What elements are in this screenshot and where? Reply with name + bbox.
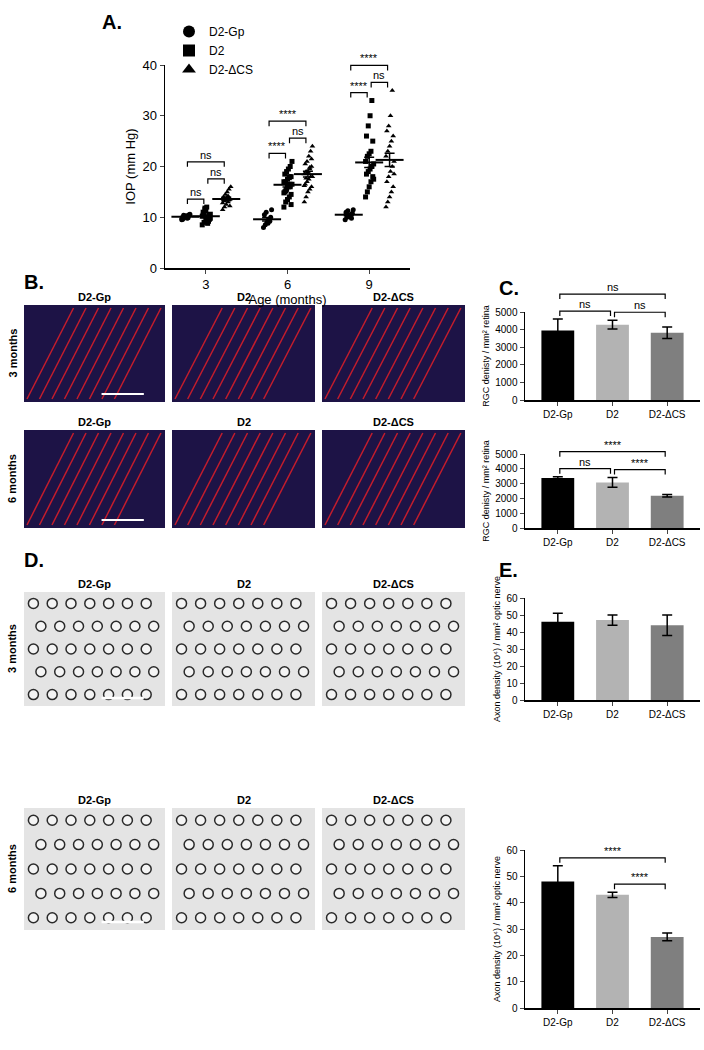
svg-text:4000: 4000 xyxy=(495,324,518,335)
svg-text:D2-Gp: D2-Gp xyxy=(543,409,573,420)
svg-text:D2: D2 xyxy=(209,44,225,58)
svg-text:30: 30 xyxy=(506,924,518,935)
svg-text:D2-ΔCS: D2-ΔCS xyxy=(649,1017,686,1028)
svg-text:ns: ns xyxy=(579,456,591,468)
svg-text:ns: ns xyxy=(634,299,646,311)
svg-text:3 months: 3 months xyxy=(6,624,18,673)
svg-text:D.: D. xyxy=(24,549,44,571)
svg-text:3000: 3000 xyxy=(495,478,518,489)
svg-text:D2-ΔCS: D2-ΔCS xyxy=(649,709,686,720)
svg-text:0: 0 xyxy=(150,261,157,276)
svg-text:B.: B. xyxy=(24,271,44,293)
svg-text:****: **** xyxy=(268,140,286,152)
svg-text:50: 50 xyxy=(506,610,518,621)
svg-text:1000: 1000 xyxy=(495,377,518,388)
svg-text:D2-Gp: D2-Gp xyxy=(209,25,245,39)
svg-text:D2-Gp: D2-Gp xyxy=(78,794,111,806)
svg-text:60: 60 xyxy=(506,593,518,604)
svg-text:40: 40 xyxy=(506,897,518,908)
svg-text:ns: ns xyxy=(292,125,304,137)
svg-text:****: **** xyxy=(350,80,368,92)
svg-text:D2: D2 xyxy=(606,409,619,420)
svg-text:4000: 4000 xyxy=(495,463,518,474)
svg-text:6: 6 xyxy=(284,277,291,292)
svg-text:6 months: 6 months xyxy=(6,454,18,503)
svg-text:2000: 2000 xyxy=(495,493,518,504)
svg-text:Axon density (10⁴) / mm² optic: Axon density (10⁴) / mm² optic nerve xyxy=(492,576,502,722)
svg-text:Age (months): Age (months) xyxy=(248,292,326,307)
svg-text:3 months: 3 months xyxy=(7,329,19,378)
svg-text:ns: ns xyxy=(210,166,222,178)
svg-text:D2-Gp: D2-Gp xyxy=(78,291,111,303)
svg-text:0: 0 xyxy=(512,395,518,406)
svg-text:RGC denisty / mm² retina: RGC denisty / mm² retina xyxy=(481,440,491,542)
svg-text:10: 10 xyxy=(506,976,518,987)
svg-text:ns: ns xyxy=(607,281,619,293)
svg-text:D2-Gp: D2-Gp xyxy=(543,709,573,720)
svg-text:9: 9 xyxy=(366,277,373,292)
svg-text:D2-ΔCS: D2-ΔCS xyxy=(373,416,414,428)
svg-text:D2-ΔCS: D2-ΔCS xyxy=(373,794,414,806)
svg-text:D2: D2 xyxy=(606,1017,619,1028)
svg-text:30: 30 xyxy=(142,108,156,123)
svg-text:20: 20 xyxy=(506,950,518,961)
svg-text:3000: 3000 xyxy=(495,342,518,353)
svg-text:****: **** xyxy=(604,845,622,857)
svg-text:D2-Gp: D2-Gp xyxy=(78,416,111,428)
svg-text:10: 10 xyxy=(142,210,156,225)
svg-text:5000: 5000 xyxy=(495,307,518,318)
svg-text:D2: D2 xyxy=(237,291,251,303)
svg-text:D2-Gp: D2-Gp xyxy=(543,1017,573,1028)
svg-text:Axon density (10⁴) / mm² optic: Axon density (10⁴) / mm² optic nerve xyxy=(492,856,502,1002)
svg-text:ns: ns xyxy=(190,186,202,198)
svg-text:ns: ns xyxy=(373,69,385,81)
svg-text:6 months: 6 months xyxy=(6,844,18,893)
svg-text:E.: E. xyxy=(499,559,518,581)
svg-text:5000: 5000 xyxy=(495,449,518,460)
svg-text:D2: D2 xyxy=(606,537,619,548)
svg-text:0: 0 xyxy=(512,1003,518,1014)
svg-text:20: 20 xyxy=(506,661,518,672)
svg-text:0: 0 xyxy=(512,695,518,706)
svg-text:IOP (mm Hg): IOP (mm Hg) xyxy=(123,128,138,204)
svg-text:0: 0 xyxy=(512,523,518,534)
svg-text:****: **** xyxy=(631,457,649,469)
svg-text:A.: A. xyxy=(102,11,122,33)
svg-text:****: **** xyxy=(631,871,649,883)
svg-text:30: 30 xyxy=(506,644,518,655)
svg-text:RGC denisty / mm² retina: RGC denisty / mm² retina xyxy=(481,305,491,407)
svg-text:40: 40 xyxy=(506,627,518,638)
svg-text:****: **** xyxy=(360,52,378,64)
svg-text:20: 20 xyxy=(142,159,156,174)
svg-text:D2-ΔCS: D2-ΔCS xyxy=(373,578,414,590)
svg-text:3: 3 xyxy=(202,277,209,292)
svg-text:D2: D2 xyxy=(237,794,251,806)
svg-text:50: 50 xyxy=(506,871,518,882)
svg-text:2000: 2000 xyxy=(495,359,518,370)
svg-text:D2: D2 xyxy=(237,578,251,590)
svg-text:60: 60 xyxy=(506,845,518,856)
svg-text:D2: D2 xyxy=(237,416,251,428)
svg-text:D2-ΔCS: D2-ΔCS xyxy=(649,409,686,420)
svg-text:D2-Gp: D2-Gp xyxy=(543,537,573,548)
svg-text:D2-ΔCS: D2-ΔCS xyxy=(649,537,686,548)
svg-text:****: **** xyxy=(279,108,297,120)
svg-text:ns: ns xyxy=(200,149,212,161)
svg-text:D2: D2 xyxy=(606,709,619,720)
svg-text:10: 10 xyxy=(506,678,518,689)
svg-text:ns: ns xyxy=(579,298,591,310)
svg-text:D2-ΔCS: D2-ΔCS xyxy=(209,63,253,77)
svg-text:D2-ΔCS: D2-ΔCS xyxy=(373,291,414,303)
svg-text:****: **** xyxy=(604,439,622,451)
svg-text:40: 40 xyxy=(142,58,156,73)
svg-text:C.: C. xyxy=(499,277,519,299)
svg-text:1000: 1000 xyxy=(495,508,518,519)
svg-text:D2-Gp: D2-Gp xyxy=(78,578,111,590)
